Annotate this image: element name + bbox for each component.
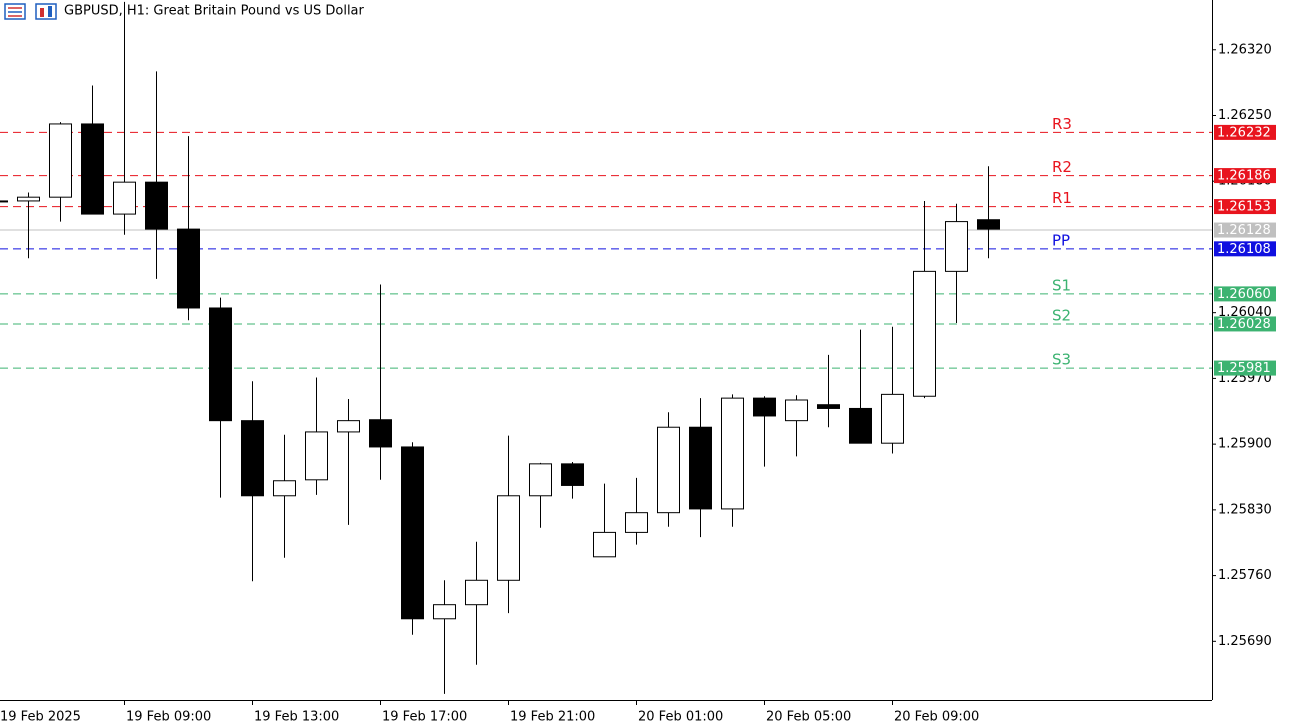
level-name: R1: [1052, 189, 1072, 207]
candle-body: [753, 397, 776, 417]
candle-body: [977, 219, 1000, 230]
price-tag: [1214, 168, 1276, 184]
x-tick-label: 20 Feb 05:00: [766, 710, 851, 725]
candle-body: [209, 307, 232, 422]
candle-body: [17, 196, 40, 202]
price-tag-label: 1.26153: [1217, 200, 1271, 215]
candle-body: [401, 446, 424, 620]
candle-body: [337, 420, 360, 433]
price-tag-label: 1.26028: [1217, 317, 1271, 332]
y-tick-label: 1.26040: [1218, 305, 1272, 320]
candle-body: [849, 407, 872, 444]
price-tag-label: 1.26108: [1217, 242, 1271, 257]
level-name: R3: [1052, 115, 1072, 133]
price-tag-label: 1.26060: [1217, 287, 1271, 302]
x-tick-label: 19 Feb 09:00: [126, 710, 211, 725]
price-tag-label: 1.26186: [1217, 169, 1271, 184]
price-tag-label: 1.26232: [1217, 125, 1271, 140]
x-tick-label: 19 Feb 2025: [0, 710, 81, 725]
candle-body: [497, 495, 520, 581]
symbol-icons: [4, 3, 57, 20]
candle-body: [81, 123, 104, 215]
candle-body: [561, 463, 584, 486]
candle-body: [945, 221, 968, 272]
candle-body: [49, 123, 72, 198]
candle-body: [465, 579, 488, 606]
price-tag: [1214, 316, 1276, 332]
x-tick-label: 19 Feb 17:00: [382, 710, 467, 725]
candle-body: [113, 181, 136, 215]
level-name: S3: [1052, 351, 1071, 369]
price-tag: [1214, 241, 1276, 257]
candle-body: [625, 512, 648, 533]
y-tick-label: 1.25900: [1218, 437, 1272, 452]
candle-body: [881, 393, 904, 444]
y-tick-label: 1.25830: [1218, 502, 1272, 517]
candle-body: [657, 426, 680, 514]
price-tag: [1214, 286, 1276, 302]
candle-body: [241, 420, 264, 497]
level-name: S2: [1052, 306, 1071, 324]
x-tick-label: 20 Feb 01:00: [638, 710, 723, 725]
price-tag: [1214, 222, 1276, 238]
candle-body: [273, 480, 296, 497]
price-tag: [1214, 199, 1276, 215]
candle-body: [721, 397, 744, 510]
candle-body: [785, 399, 808, 422]
price-tag-label: 1.26128: [1217, 223, 1271, 238]
y-tick-label: 1.26320: [1218, 42, 1272, 57]
candle-body: [177, 228, 200, 309]
price-tag: [1214, 124, 1276, 140]
candle-body: [433, 604, 456, 620]
candle-body: [369, 419, 392, 448]
x-tick-label: 19 Feb 13:00: [254, 710, 339, 725]
y-tick-label: 1.25690: [1218, 634, 1272, 649]
y-tick-label: 1.25760: [1218, 568, 1272, 583]
level-name: S1: [1052, 276, 1071, 294]
price-tag-label: 1.25981: [1217, 361, 1271, 376]
x-tick-label: 20 Feb 09:00: [894, 710, 979, 725]
candle-body: [593, 531, 616, 558]
price-tag: [1214, 360, 1276, 376]
candle-body: [145, 181, 168, 230]
candle-body: [913, 270, 936, 397]
candle-body: [305, 431, 328, 481]
candle-body: [817, 404, 840, 409]
level-name: R2: [1052, 158, 1072, 176]
candle-body: [689, 426, 712, 510]
chart-title: GBPUSD, H1: Great Britain Pound vs US Do…: [64, 4, 365, 19]
level-name: PP: [1052, 231, 1070, 249]
candle-body: [0, 200, 8, 203]
y-tick-label: 1.26250: [1218, 108, 1272, 123]
x-tick-label: 19 Feb 21:00: [510, 710, 595, 725]
candle-body: [529, 463, 552, 497]
